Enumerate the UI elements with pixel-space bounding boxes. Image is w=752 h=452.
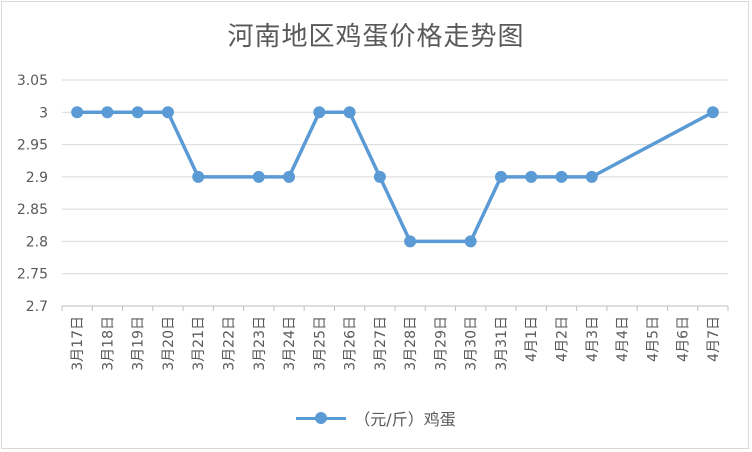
y-tick-label: 3 bbox=[39, 105, 48, 121]
y-tick-label: 2.85 bbox=[17, 202, 48, 218]
data-point bbox=[404, 235, 417, 248]
x-tick-label: 3月21日 bbox=[191, 316, 207, 371]
data-point bbox=[313, 106, 326, 119]
legend-swatch bbox=[296, 411, 347, 425]
x-tick-label: 4月1日 bbox=[524, 316, 540, 362]
x-tick-label: 4月5日 bbox=[645, 316, 661, 362]
data-point bbox=[343, 106, 356, 119]
x-tick-label: 3月17日 bbox=[70, 316, 86, 371]
legend-label: （元/斤）鸡蛋 bbox=[354, 410, 456, 429]
y-tick-label: 2.7 bbox=[26, 299, 48, 315]
y-tick-label: 2.9 bbox=[26, 170, 48, 186]
x-tick-label: 4月4日 bbox=[615, 316, 631, 362]
data-point bbox=[131, 106, 144, 119]
x-tick-label: 3月28日 bbox=[403, 316, 419, 371]
x-tick-label: 3月25日 bbox=[312, 316, 328, 371]
data-point bbox=[555, 170, 568, 183]
data-point bbox=[494, 170, 507, 183]
data-point bbox=[464, 235, 477, 248]
y-tick-label: 2.75 bbox=[17, 267, 48, 283]
data-point bbox=[525, 170, 538, 183]
x-tick-label: 3月20日 bbox=[161, 316, 177, 371]
data-point bbox=[706, 106, 719, 119]
x-tick-label: 3月22日 bbox=[222, 316, 238, 371]
y-tick-label: 3.05 bbox=[17, 73, 48, 89]
data-point bbox=[71, 106, 84, 119]
x-tick-label: 3月26日 bbox=[343, 316, 359, 371]
x-tick-label: 3月24日 bbox=[282, 316, 298, 371]
data-point bbox=[252, 170, 265, 183]
y-tick-label: 2.95 bbox=[17, 138, 48, 154]
data-point bbox=[585, 170, 598, 183]
data-point bbox=[192, 170, 205, 183]
x-tick-label: 4月6日 bbox=[676, 316, 692, 362]
legend: （元/斤）鸡蛋 bbox=[0, 406, 752, 430]
x-tick-label: 3月30日 bbox=[464, 316, 480, 371]
data-point bbox=[161, 106, 174, 119]
x-tick-label: 4月3日 bbox=[585, 316, 601, 362]
data-point bbox=[373, 170, 386, 183]
x-tick-label: 3月23日 bbox=[252, 316, 268, 371]
data-point bbox=[283, 170, 296, 183]
x-tick-label: 3月18日 bbox=[100, 316, 116, 371]
x-tick-label: 4月2日 bbox=[555, 316, 571, 362]
x-tick-label: 4月7日 bbox=[706, 316, 722, 362]
chart-title: 河南地区鸡蛋价格走势图 bbox=[227, 22, 525, 52]
x-tick-label: 3月27日 bbox=[373, 316, 389, 371]
x-tick-label: 3月19日 bbox=[131, 316, 147, 371]
x-tick-label: 3月29日 bbox=[433, 316, 449, 371]
x-tick-label: 3月31日 bbox=[494, 316, 510, 371]
y-tick-label: 2.8 bbox=[26, 234, 48, 250]
data-point bbox=[101, 106, 114, 119]
